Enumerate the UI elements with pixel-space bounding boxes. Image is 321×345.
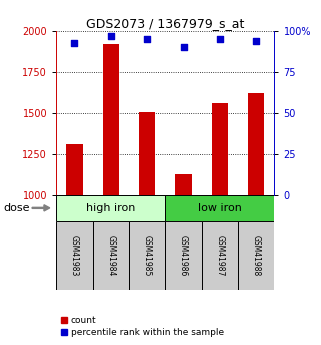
- Bar: [102, 44, 119, 195]
- Point: [144, 37, 150, 42]
- Point: [181, 45, 186, 50]
- Bar: [165, 195, 274, 221]
- Text: GSM41985: GSM41985: [143, 235, 152, 276]
- Bar: [56, 221, 92, 290]
- Bar: [212, 103, 228, 195]
- Point: [217, 37, 222, 42]
- Legend: count, percentile rank within the sample: count, percentile rank within the sample: [61, 316, 224, 337]
- Bar: [165, 221, 202, 290]
- Bar: [66, 144, 82, 195]
- Bar: [92, 221, 129, 290]
- Text: GSM41988: GSM41988: [252, 235, 261, 276]
- Text: high iron: high iron: [86, 203, 135, 213]
- Point: [72, 40, 77, 45]
- Text: GSM41986: GSM41986: [179, 235, 188, 276]
- Bar: [129, 221, 165, 290]
- Point: [108, 33, 113, 39]
- Bar: [139, 112, 155, 195]
- Text: GSM41983: GSM41983: [70, 235, 79, 276]
- Title: GDS2073 / 1367979_s_at: GDS2073 / 1367979_s_at: [86, 17, 245, 30]
- Text: GSM41984: GSM41984: [106, 235, 115, 276]
- Bar: [175, 174, 192, 195]
- Text: dose: dose: [3, 203, 30, 213]
- Bar: [56, 195, 165, 221]
- Text: low iron: low iron: [198, 203, 242, 213]
- Point: [254, 38, 259, 44]
- Bar: [248, 93, 265, 195]
- Text: GSM41987: GSM41987: [215, 235, 224, 276]
- Bar: [238, 221, 274, 290]
- Bar: [202, 221, 238, 290]
